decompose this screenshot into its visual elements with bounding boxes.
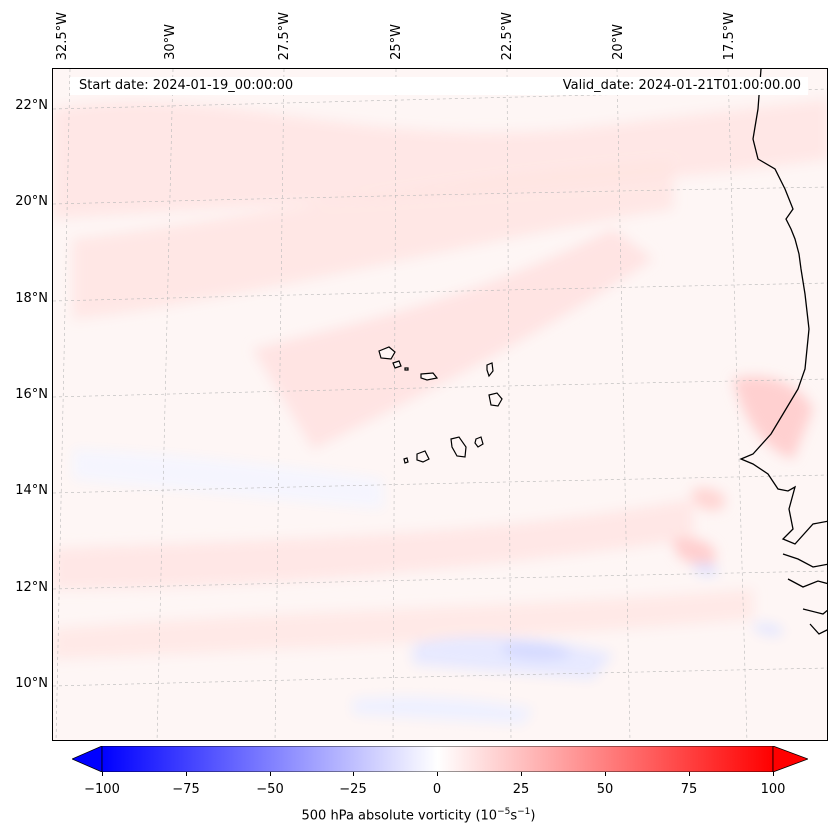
colorbar <box>72 746 808 772</box>
lat-label-10n: 10°N <box>15 676 48 691</box>
map-canvas <box>53 69 827 740</box>
lat-label-14n: 14°N <box>15 483 48 498</box>
start-date-label: Start date: 2024-01-19_00:00:00 <box>79 78 294 93</box>
lon-label-22-5w: 22.5°W <box>499 11 515 60</box>
lon-label-30w: 30°W <box>162 24 178 60</box>
vorticity-field <box>53 99 827 724</box>
lat-label-16n: 16°N <box>15 387 48 402</box>
cb-tickmark <box>186 772 187 776</box>
lat-label-12n: 12°N <box>15 580 48 595</box>
header-band <box>70 77 808 95</box>
cb-tickmark <box>521 772 522 776</box>
vorticity-map <box>52 68 828 741</box>
cb-tickmark <box>102 772 103 776</box>
lon-label-25w: 25°W <box>388 24 404 60</box>
lat-label-20n: 20°N <box>15 194 48 209</box>
cb-tick-label: 100 <box>760 782 786 797</box>
cb-tickmark <box>437 772 438 776</box>
cb-tickmark <box>605 772 606 776</box>
cb-tickmark <box>353 772 354 776</box>
cb-tickmark <box>689 772 690 776</box>
cb-tick-label: 75 <box>680 782 698 797</box>
cb-tickmark <box>773 772 774 776</box>
cb-tickmark <box>270 772 271 776</box>
lat-label-22n: 22°N <box>15 98 48 113</box>
colorbar-min-extend <box>72 746 103 772</box>
cb-tick-label: −100 <box>84 782 120 797</box>
colorbar-max-extend <box>772 746 808 772</box>
cb-tick-label: 50 <box>596 782 614 797</box>
coastline <box>739 69 827 635</box>
cb-tick-label: −50 <box>256 782 284 797</box>
cape-verde-islands <box>378 346 503 464</box>
lon-label-20w: 20°W <box>610 24 626 60</box>
lon-label-27-5w: 27.5°W <box>276 11 292 60</box>
cb-tick-label: −25 <box>339 782 367 797</box>
lat-label-18n: 18°N <box>15 291 48 306</box>
colorbar-label: 500 hPa absolute vorticity (10−5s−1) <box>301 807 536 824</box>
lon-label-32-5w: 32.5°W <box>54 11 70 60</box>
colorbar-gradient <box>101 746 774 772</box>
cb-tick-label: 0 <box>432 782 442 797</box>
cb-tick-label: 25 <box>512 782 530 797</box>
valid-date-label: Valid_date: 2024-01-21T01:00:00.00 <box>562 78 801 93</box>
cb-tick-label: −75 <box>172 782 200 797</box>
lon-label-17-5w: 17.5°W <box>721 11 737 60</box>
graticule <box>53 69 827 740</box>
